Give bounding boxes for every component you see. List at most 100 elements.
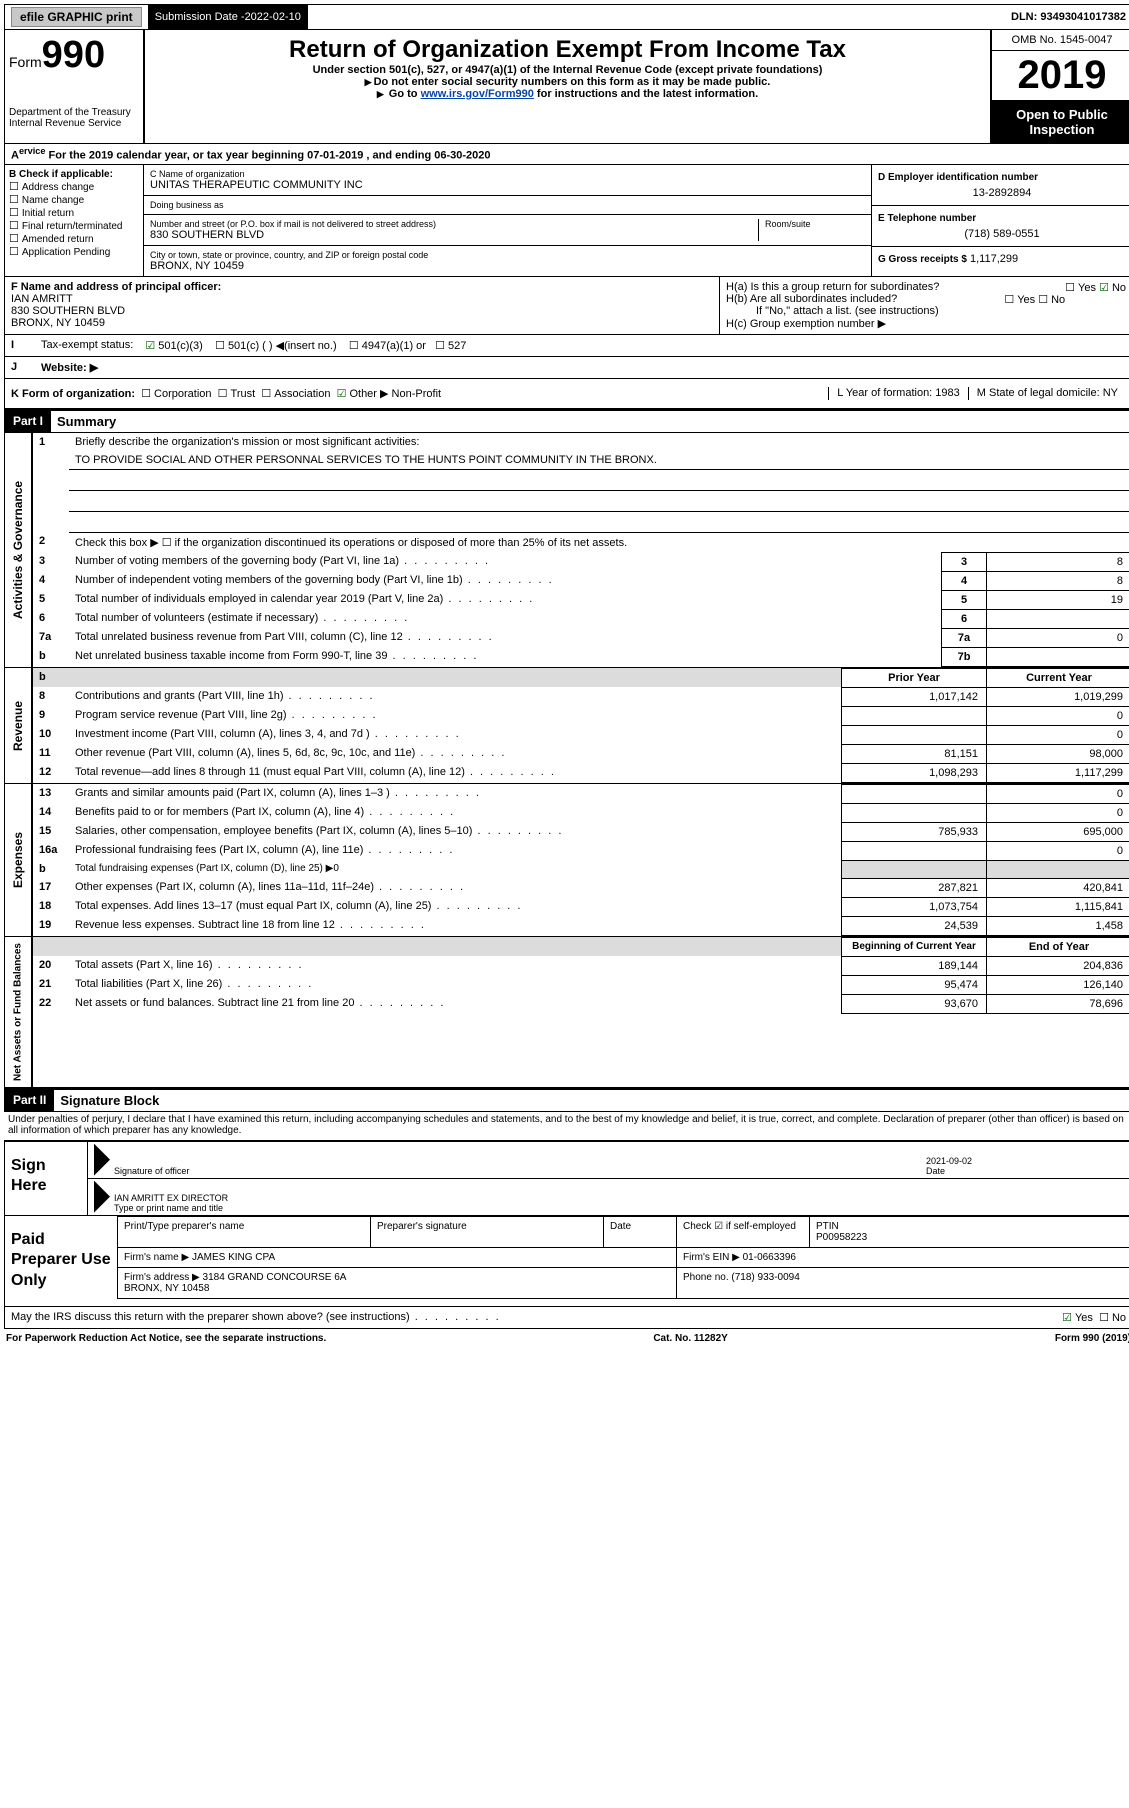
table-row: 16aProfessional fundraising fees (Part I… <box>33 841 1129 860</box>
firm-phone-cell: Phone no. (718) 933-0094 <box>677 1267 1129 1298</box>
chk-527[interactable]: 527 <box>435 340 466 352</box>
ha-text: H(a) Is this a group return for subordin… <box>726 281 939 293</box>
f-label: F Name and address of principal officer: <box>11 281 221 293</box>
efile-cell: efile GRAPHIC print <box>5 5 149 29</box>
hc-row: H(c) Group exemption number ▶ <box>726 317 1126 330</box>
chk-amended[interactable]: Amended return <box>9 232 139 245</box>
header-left: Form990 Department of the Treasury Inter… <box>5 30 145 143</box>
city-cell: City or town, state or province, country… <box>144 246 871 276</box>
table-row: 19Revenue less expenses. Subtract line 1… <box>33 916 1129 935</box>
sig-pointer-icon <box>94 1144 110 1176</box>
perjury-text: Under penalties of perjury, I declare th… <box>4 1112 1129 1138</box>
paid-preparer-label: Paid Preparer Use Only <box>5 1216 117 1306</box>
prep-date-hdr: Date <box>604 1216 677 1247</box>
part-i-header: Part I Summary <box>4 409 1129 433</box>
prep-name-hdr: Print/Type preparer's name <box>118 1216 371 1247</box>
efile-button[interactable]: efile GRAPHIC print <box>11 7 142 27</box>
discuss-no[interactable]: No <box>1099 1311 1126 1324</box>
org-name-value: UNITAS THERAPEUTIC COMMUNITY INC <box>150 179 363 191</box>
hb-note: If "No," attach a list. (see instruction… <box>726 305 1126 317</box>
chk-501c3[interactable]: 501(c)(3) <box>145 340 203 352</box>
firm-addr-label: Firm's address ▶ <box>124 1272 200 1283</box>
chk-name-change[interactable]: Name change <box>9 193 139 206</box>
f-name: IAN AMRITT <box>11 293 73 305</box>
table-row: 10Investment income (Part VIII, column (… <box>33 725 1129 744</box>
sign-here-label: Sign Here <box>5 1142 87 1215</box>
sig-pointer-icon-2 <box>94 1181 110 1213</box>
dba-label: Doing business as <box>150 200 865 210</box>
chk-4947[interactable]: 4947(a)(1) or <box>349 340 426 352</box>
prep-selfemp[interactable]: Check ☑ if self-employed <box>677 1216 810 1247</box>
tel-label: E Telephone number <box>878 213 976 224</box>
part-ii-badge: Part II <box>5 1090 54 1111</box>
revenue-block: Revenue bPrior YearCurrent Year 8Contrib… <box>4 668 1129 784</box>
firm-name-value: JAMES KING CPA <box>192 1252 275 1263</box>
table-row: 5Total number of individuals employed in… <box>33 590 1129 609</box>
prep-sig-hdr: Preparer's signature <box>371 1216 604 1247</box>
ha-row: H(a) Is this a group return for subordin… <box>726 281 1126 293</box>
footer-right: Form 990 (2019) <box>1055 1333 1129 1344</box>
expenses-table: 13Grants and similar amounts paid (Part … <box>33 784 1129 936</box>
chk-trust[interactable]: Trust <box>218 388 256 400</box>
principal-officer: F Name and address of principal officer:… <box>5 277 719 334</box>
revenue-table: bPrior YearCurrent Year 8Contributions a… <box>33 668 1129 783</box>
chk-assoc[interactable]: Association <box>261 388 330 400</box>
row-a-text: For the 2019 calendar year, or tax year … <box>49 150 491 162</box>
sig-officer-line[interactable]: Signature of officer 2021-09-02 Date <box>88 1142 1129 1179</box>
chk-address-change[interactable]: Address change <box>9 180 139 193</box>
section-bcd: B Check if applicable: Address change Na… <box>4 165 1129 277</box>
ein-cell: D Employer identification number 13-2892… <box>872 165 1129 206</box>
table-row: 14Benefits paid to or for members (Part … <box>33 803 1129 822</box>
firm-name-cell: Firm's name ▶ JAMES KING CPA <box>118 1247 677 1267</box>
typed-name-line: IAN AMRITT EX DIRECTOR Type or print nam… <box>88 1179 1129 1215</box>
table-row: 3Number of voting members of the governi… <box>33 552 1129 571</box>
col-d-idnumbers: D Employer identification number 13-2892… <box>871 165 1129 276</box>
part-ii-header: Part II Signature Block <box>4 1088 1129 1112</box>
sign-here-block: Sign Here Signature of officer 2021-09-0… <box>4 1140 1129 1216</box>
city-value: BRONX, NY 10459 <box>150 260 244 272</box>
curr-year-hdr: Current Year <box>987 668 1129 687</box>
chk-corp[interactable]: Corporation <box>141 388 211 400</box>
sig-date-value: 2021-09-02 <box>926 1156 1126 1166</box>
state-domicile: M State of legal domicile: NY <box>968 387 1126 400</box>
org-name-cell: C Name of organization UNITAS THERAPEUTI… <box>144 165 871 196</box>
city-label: City or town, state or province, country… <box>150 250 865 260</box>
addr-value: 830 SOUTHERN BLVD <box>150 229 264 241</box>
dept-treasury: Department of the Treasury Internal Reve… <box>9 107 139 129</box>
firm-ein-value: 01-0663396 <box>743 1252 796 1263</box>
typed-name-value: IAN AMRITT EX DIRECTOR <box>114 1193 1126 1203</box>
chk-initial-return[interactable]: Initial return <box>9 206 139 219</box>
vert-governance: Activities & Governance <box>5 433 33 667</box>
form-number: Form990 <box>9 34 139 77</box>
form-subtitle: Under section 501(c), 527, or 4947(a)(1)… <box>151 64 984 76</box>
ein-value: 13-2892894 <box>878 187 1126 199</box>
note-link-b: for instructions and the latest informat… <box>534 88 758 100</box>
room-label: Room/suite <box>765 219 865 229</box>
line1-value: TO PROVIDE SOCIAL AND OTHER PERSONNAL SE… <box>69 451 1129 470</box>
hb-yes[interactable]: Yes <box>1004 294 1035 306</box>
expenses-block: Expenses 13Grants and similar amounts pa… <box>4 784 1129 937</box>
tel-cell: E Telephone number (718) 589-0551 <box>872 206 1129 247</box>
row-j-letter: J <box>5 357 35 378</box>
gross-value: 1,117,299 <box>970 253 1018 265</box>
ptin-label: PTIN <box>816 1221 839 1232</box>
irs-link[interactable]: www.irs.gov/Form990 <box>421 88 534 100</box>
addr-label: Number and street (or P.O. box if mail i… <box>150 219 758 229</box>
ha-yes[interactable]: Yes <box>1065 282 1096 294</box>
table-row: 8Contributions and grants (Part VIII, li… <box>33 687 1129 706</box>
addr-cell: Number and street (or P.O. box if mail i… <box>144 215 871 246</box>
org-name-label: C Name of organization <box>150 169 865 179</box>
ha-no[interactable]: No <box>1099 282 1126 294</box>
note-link-a: Go to <box>389 88 421 100</box>
chk-501c[interactable]: 501(c) ( ) ◀(insert no.) <box>215 340 337 352</box>
hb-no[interactable]: No <box>1038 294 1065 306</box>
discuss-yes[interactable]: Yes <box>1062 1311 1093 1324</box>
section-fh: F Name and address of principal officer:… <box>4 277 1129 335</box>
typed-name-label: Type or print name and title <box>114 1203 1126 1213</box>
vert-netassets: Net Assets or Fund Balances <box>5 937 33 1087</box>
note-link: Go to www.irs.gov/Form990 for instructio… <box>151 88 984 100</box>
chk-final-return[interactable]: Final return/terminated <box>9 219 139 232</box>
chk-other[interactable]: Other ▶ <box>337 388 389 400</box>
f-addr1: 830 SOUTHERN BLVD <box>11 305 125 317</box>
chk-pending[interactable]: Application Pending <box>9 245 139 258</box>
